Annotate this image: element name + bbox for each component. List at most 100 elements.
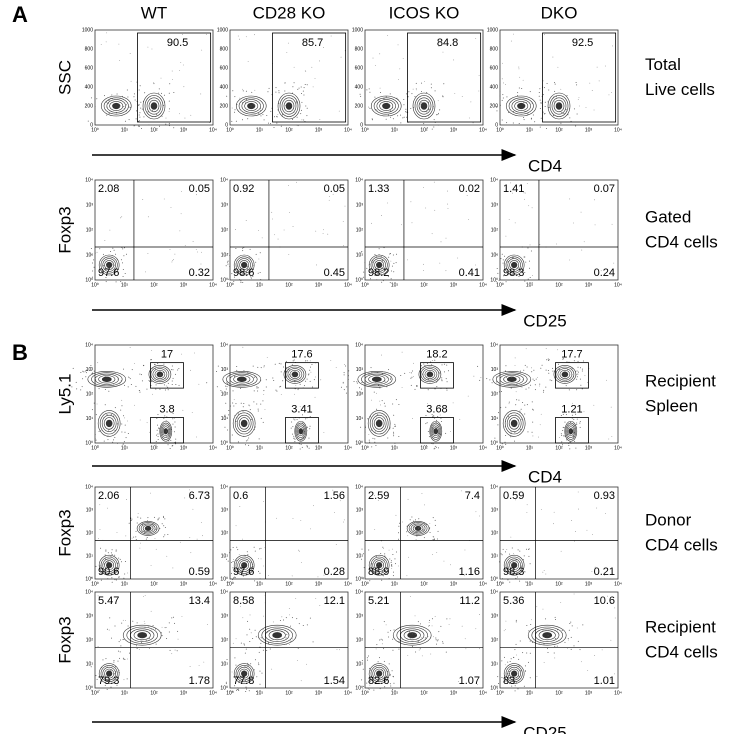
event-dot [293,435,295,437]
event-dot [392,254,394,256]
event-dot [200,263,202,265]
event-dot [509,566,511,568]
event-dot [363,271,365,273]
x-tick-label: 10³ [315,581,323,587]
event-dot [148,379,150,381]
event-dot [115,571,117,573]
event-dot [344,205,346,207]
event-dot [523,261,525,263]
event-dot [574,440,576,442]
event-dot [158,125,160,127]
event-dot [190,552,192,554]
event-dot [280,393,282,395]
event-dot [128,119,130,121]
event-dot [514,222,516,224]
event-dot [404,372,406,374]
contour [503,554,525,576]
event-dot [308,447,310,449]
event-dot [112,383,114,385]
event-dot [328,199,330,201]
event-dot [253,669,255,671]
event-dot [576,84,578,86]
contour [511,261,518,269]
event-dot [374,65,376,67]
event-dot [178,368,180,370]
contour [374,560,385,571]
event-dot [119,382,121,384]
event-dot [300,86,302,88]
contour [112,102,121,110]
event-dot [121,405,123,407]
event-dot [101,667,103,669]
quadrant-value: 2.08 [98,183,119,195]
event-dot [135,118,137,120]
event-dot [122,275,124,277]
quadrant-value: 0.59 [503,490,524,502]
x-tick-label: 10³ [315,127,323,133]
event-dot [230,572,232,574]
event-dot [242,406,244,408]
contour [382,102,391,110]
event-dot [515,671,517,673]
x-tick-label: 10³ [315,690,323,696]
contour [241,670,248,677]
contour [430,422,442,440]
event-dot [572,376,574,378]
event-dot [515,404,517,406]
event-dot [508,675,510,677]
event-dot [236,417,238,419]
event-dot [224,426,226,428]
y-tick-label: 10⁴ [220,177,228,183]
event-dot [420,91,422,93]
event-dot [497,424,499,426]
event-dot [130,107,132,109]
event-dot [379,400,381,402]
event-dot [206,382,208,384]
event-dot [170,43,171,45]
event-dot [123,442,125,444]
event-dot [577,99,579,100]
event-dot [252,421,254,423]
event-dot [192,241,194,242]
event-dot [114,436,116,438]
event-dot [391,565,393,567]
contour [99,412,119,435]
event-dot [434,445,436,447]
event-dot [531,102,533,104]
event-dot [506,673,508,675]
event-dot [515,391,517,393]
event-dot [377,661,379,663]
event-dot [266,357,268,358]
event-dot [104,684,106,686]
event-dot [227,560,229,562]
contour [222,370,262,388]
x-axis-label: CD25 [523,723,566,734]
event-dot [220,390,222,392]
event-dot [284,90,286,92]
event-dot [517,549,519,551]
event-dot [288,608,290,609]
event-dot [507,661,509,663]
event-dot [106,106,108,108]
event-dot [366,657,368,659]
event-dot [113,439,115,441]
event-dot [236,381,238,383]
event-dot [579,378,581,380]
event-dot [276,517,277,519]
event-dot [106,688,108,690]
y-tick-label: 10⁰ [490,685,498,691]
event-dot [514,440,516,442]
event-dot [552,370,554,372]
contour [407,632,418,639]
x-tick-label: 10⁰ [361,445,369,451]
event-dot [611,92,612,94]
x-tick-label: 10³ [180,581,188,587]
quadrant-value: 0.05 [324,183,345,195]
event-dot [164,389,166,391]
event-dot [489,379,491,381]
event-dot [100,264,102,266]
y-tick-label: 10¹ [356,252,364,258]
contour [396,626,428,644]
event-dot [364,431,366,433]
event-dot [568,629,570,631]
